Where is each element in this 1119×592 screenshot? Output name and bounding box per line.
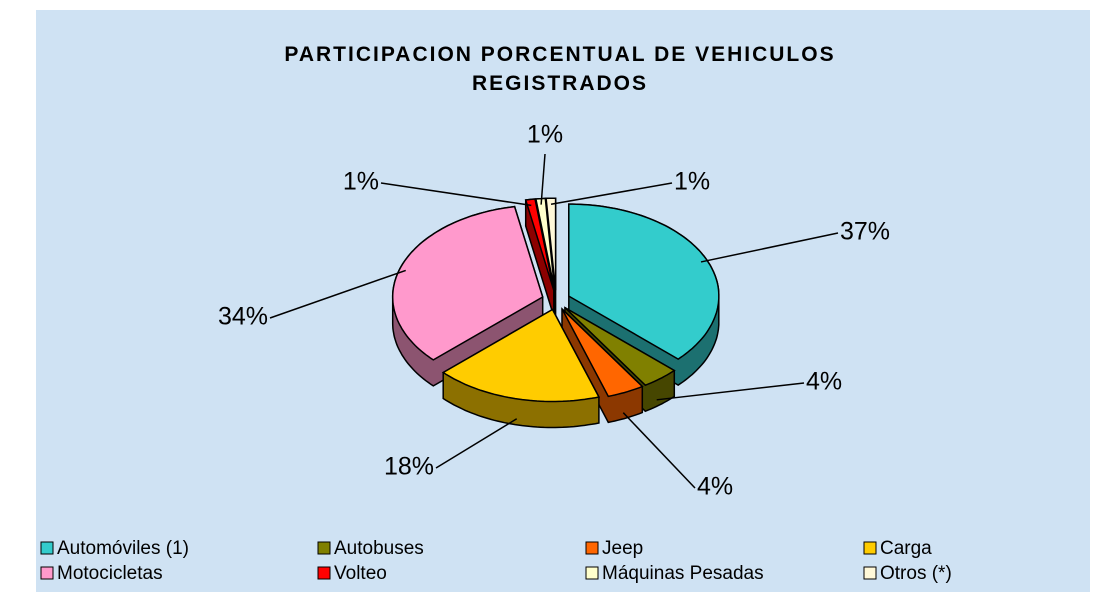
legend-label: Autobuses <box>334 538 424 559</box>
slice <box>545 197 557 291</box>
leader-line <box>700 232 839 263</box>
data-label: 1% <box>674 168 710 196</box>
leader-line <box>550 182 673 205</box>
legend-swatch <box>585 541 599 555</box>
data-label: 4% <box>697 473 733 501</box>
legend-label: Máquinas Pesadas <box>602 563 764 584</box>
chart-title: PARTICIPACION PORCENTUAL DE VEHICULOS RE… <box>284 43 836 95</box>
legend-swatch <box>40 566 54 580</box>
slice <box>561 308 644 398</box>
slice <box>534 197 556 291</box>
chart-area <box>36 10 1090 592</box>
legend-swatch <box>863 541 877 555</box>
slice <box>524 198 555 291</box>
slice <box>391 205 544 361</box>
data-label: 18% <box>384 453 434 481</box>
data-label: 1% <box>527 121 563 149</box>
slice <box>564 306 676 387</box>
leader-line <box>622 412 696 489</box>
legend-label: Volteo <box>334 563 387 584</box>
data-label: 4% <box>806 368 842 396</box>
legend-swatch <box>317 541 331 555</box>
legend-label: Carga <box>880 538 932 559</box>
data-label: 37% <box>840 218 890 246</box>
leader-line <box>435 418 518 469</box>
leader-line <box>656 382 805 401</box>
legend-swatch <box>585 566 599 580</box>
legend-label: Jeep <box>602 538 643 559</box>
data-label: 34% <box>218 303 268 331</box>
legend-label: Motocicletas <box>57 563 163 584</box>
legend-swatch <box>317 566 331 580</box>
legend-swatch <box>40 541 54 555</box>
leader-line <box>269 269 406 319</box>
legend-label: Automóviles (1) <box>57 538 189 559</box>
leader-line <box>540 153 546 205</box>
data-label: 1% <box>343 168 379 196</box>
legend-label: Otros (*) <box>880 563 952 584</box>
legend-swatch <box>863 566 877 580</box>
slice <box>441 308 601 403</box>
slice <box>568 203 720 360</box>
leader-line <box>380 182 532 207</box>
